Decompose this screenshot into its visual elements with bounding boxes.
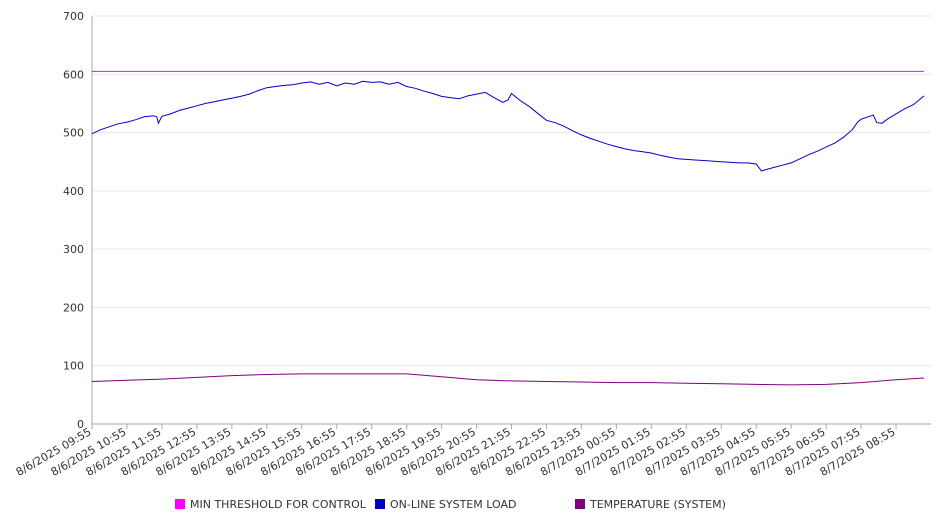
y-tick-label: 200	[63, 301, 84, 314]
legend-label: ON-LINE SYSTEM LOAD	[390, 497, 517, 511]
legend-item[interactable]: TEMPERATURE (SYSTEM)	[575, 496, 726, 512]
series-line-temperature-system	[91, 373, 925, 386]
y-tick-label: 300	[63, 243, 84, 256]
y-tick-label: 700	[63, 10, 84, 23]
series-line-on-line-system-load	[91, 80, 925, 172]
legend-label: MIN THRESHOLD FOR CONTROL	[190, 497, 366, 511]
y-tick-label: 600	[63, 68, 84, 81]
y-tick-label: 500	[63, 127, 84, 140]
legend-label: TEMPERATURE (SYSTEM)	[590, 497, 726, 511]
y-tick-label: 0	[77, 418, 84, 431]
legend-swatch	[175, 499, 185, 509]
legend-swatch	[575, 499, 585, 509]
y-tick-label: 100	[63, 360, 84, 373]
legend: MIN THRESHOLD FOR CONTROL ON-LINE SYSTEM …	[0, 496, 946, 516]
y-tick-label: 400	[63, 185, 84, 198]
legend-item[interactable]: MIN THRESHOLD FOR CONTROL	[175, 496, 366, 512]
legend-swatch	[375, 499, 385, 509]
legend-item[interactable]: ON-LINE SYSTEM LOAD	[375, 496, 516, 512]
